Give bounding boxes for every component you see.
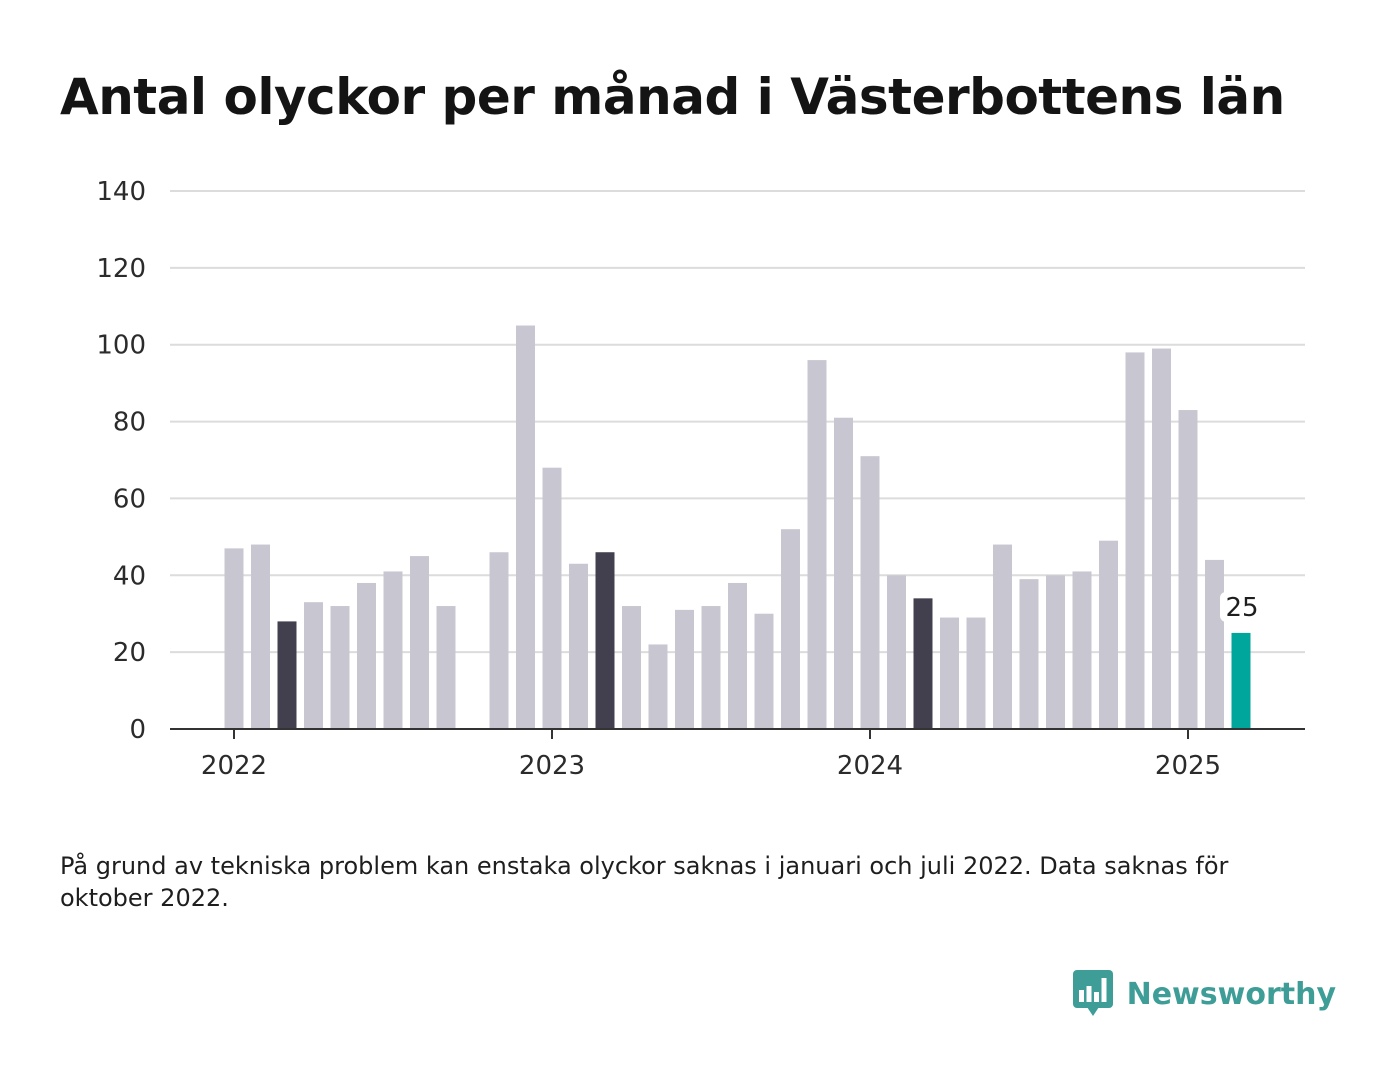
bar-2023-01 <box>542 467 562 729</box>
chart-title: Antal olyckor per månad i Västerbottens … <box>60 68 1285 126</box>
x-tick-label: 2022 <box>201 751 267 781</box>
bar-2022-08 <box>410 556 429 729</box>
brand-logo[interactable]: Newsworthy <box>1072 970 1336 1018</box>
y-tick-label: 0 <box>129 715 146 745</box>
bar-2024-01 <box>860 456 880 729</box>
y-tick-label: 40 <box>113 561 146 591</box>
bar-2024-10 <box>1099 540 1118 729</box>
bar-2024-06 <box>993 544 1012 729</box>
bar-2024-04 <box>940 617 959 729</box>
bar-2022-04 <box>304 602 323 729</box>
bar-2022-01 <box>224 548 244 729</box>
x-tick-label: 2023 <box>519 751 585 781</box>
bar-2022-02 <box>251 544 270 729</box>
y-tick-label: 80 <box>113 408 146 438</box>
bar-2025-03 <box>1231 632 1251 729</box>
data-label: 25 <box>1225 593 1258 623</box>
x-axis-ticks: 2022 2023 2024 2025 <box>201 729 1221 781</box>
y-tick-label: 60 <box>113 484 146 514</box>
bar-2024-09 <box>1072 571 1092 729</box>
bar-2025-01 <box>1178 410 1198 729</box>
brand-name: Newsworthy <box>1126 976 1336 1012</box>
bar-2024-02 <box>887 575 906 729</box>
bar-chart-speech-bubble-icon <box>1072 970 1113 1016</box>
bar-2023-09 <box>754 613 774 729</box>
bar-2022-06 <box>357 582 376 729</box>
bar-2025-02 <box>1205 559 1224 729</box>
bar-2022-07 <box>383 571 403 729</box>
footnote: På grund av tekniska problem kan enstaka… <box>60 852 1229 912</box>
bar-2023-07 <box>701 606 721 729</box>
bar-2023-12 <box>834 417 853 729</box>
y-axis-tick-labels: 0 20 40 60 80 100 120 140 <box>96 177 146 745</box>
x-tick-label: 2024 <box>837 751 903 781</box>
y-tick-label: 140 <box>96 177 146 207</box>
bar-2023-04 <box>622 606 641 729</box>
bars <box>224 325 1251 729</box>
x-tick-label: 2025 <box>1155 751 1221 781</box>
y-tick-label: 20 <box>113 638 146 668</box>
bar-2023-03 <box>595 552 615 729</box>
bar-2024-08 <box>1046 575 1065 729</box>
bar-2023-10 <box>781 529 800 729</box>
data-labels: 25 <box>1220 591 1264 623</box>
bar-2022-05 <box>330 606 350 729</box>
bar-chart: 0 20 40 60 80 100 120 140 2022 2023 2024 2025 25 <box>96 177 1305 781</box>
bar-2023-11 <box>807 360 827 729</box>
y-tick-label: 120 <box>96 254 146 284</box>
bar-2023-05 <box>648 644 668 729</box>
bar-2022-11 <box>489 552 509 729</box>
bar-2024-12 <box>1152 348 1171 729</box>
bar-2023-02 <box>569 563 588 729</box>
bar-2024-11 <box>1125 352 1145 729</box>
y-tick-label: 100 <box>96 331 146 361</box>
bar-2022-09 <box>436 606 456 729</box>
bar-2023-08 <box>728 582 747 729</box>
bar-2022-03 <box>277 621 297 729</box>
bar-2022-12 <box>516 325 535 729</box>
bar-2024-03 <box>913 598 933 729</box>
bar-2023-06 <box>675 609 694 729</box>
bar-2024-05 <box>966 617 986 729</box>
bar-2024-07 <box>1019 579 1039 729</box>
data-label-background <box>1220 591 1264 622</box>
